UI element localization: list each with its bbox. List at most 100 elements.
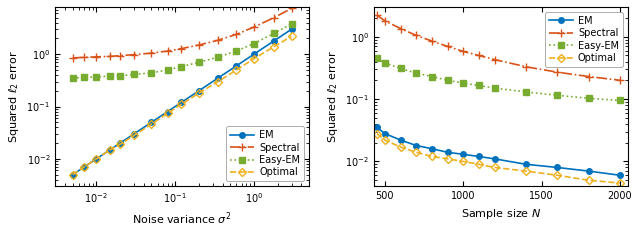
Legend: EM, Spectral, Easy-EM, Optimal: EM, Spectral, Easy-EM, Optimal <box>226 126 304 181</box>
EM <box>164 110 172 113</box>
EM <box>444 151 451 154</box>
Easy-EM <box>250 42 258 45</box>
Easy-EM <box>522 91 530 93</box>
Optimal <box>491 166 499 169</box>
Easy-EM <box>93 75 100 78</box>
Spectral <box>214 39 222 42</box>
Optimal <box>130 134 138 137</box>
Spectral <box>116 54 124 57</box>
Spectral <box>81 56 88 59</box>
Spectral <box>554 71 561 73</box>
Spectral <box>412 34 420 37</box>
Line: EM: EM <box>374 125 623 178</box>
Optimal <box>428 155 436 158</box>
Spectral <box>69 56 77 59</box>
Easy-EM <box>177 65 185 68</box>
EM <box>195 89 203 92</box>
X-axis label: Sample size $N$: Sample size $N$ <box>461 207 541 221</box>
EM <box>428 147 436 150</box>
Spectral <box>381 19 388 22</box>
Spectral <box>164 50 172 52</box>
Optimal <box>373 132 381 135</box>
Spectral <box>428 40 436 43</box>
Optimal <box>616 182 624 184</box>
EM <box>177 101 185 104</box>
Easy-EM <box>428 75 436 78</box>
Easy-EM <box>195 61 203 64</box>
Easy-EM <box>116 74 124 77</box>
Optimal <box>232 69 240 71</box>
Easy-EM <box>397 67 404 70</box>
Easy-EM <box>491 87 499 89</box>
EM <box>491 157 499 160</box>
Spectral <box>475 54 483 57</box>
Optimal <box>93 157 100 160</box>
Easy-EM <box>287 22 295 25</box>
Spectral <box>148 52 156 55</box>
EM <box>232 64 240 67</box>
Optimal <box>475 163 483 166</box>
Optimal <box>250 57 258 60</box>
Easy-EM <box>585 97 593 100</box>
Spectral <box>397 27 404 30</box>
Line: Optimal: Optimal <box>70 33 294 177</box>
Spectral <box>585 75 593 78</box>
Legend: EM, Spectral, Easy-EM, Optimal: EM, Spectral, Easy-EM, Optimal <box>545 12 623 67</box>
EM <box>106 148 114 151</box>
X-axis label: Noise variance $\sigma^2$: Noise variance $\sigma^2$ <box>132 210 232 227</box>
Optimal <box>148 123 156 126</box>
Line: Easy-EM: Easy-EM <box>374 55 623 103</box>
Spectral <box>177 47 185 50</box>
Line: Easy-EM: Easy-EM <box>70 21 294 81</box>
Easy-EM <box>460 82 467 84</box>
Optimal <box>69 173 77 176</box>
Line: Optimal: Optimal <box>374 131 623 186</box>
Optimal <box>287 35 295 38</box>
EM <box>412 144 420 147</box>
Spectral <box>250 26 258 29</box>
Easy-EM <box>412 72 420 75</box>
Spectral <box>373 14 381 17</box>
Y-axis label: Squared $\ell_2$ error: Squared $\ell_2$ error <box>7 50 21 143</box>
EM <box>554 166 561 169</box>
Easy-EM <box>148 71 156 74</box>
Optimal <box>444 157 451 160</box>
Y-axis label: Squared $\ell_2$ error: Squared $\ell_2$ error <box>326 50 340 143</box>
Line: Spectral: Spectral <box>68 4 296 62</box>
Easy-EM <box>81 76 88 79</box>
Optimal <box>81 166 88 168</box>
Optimal <box>164 112 172 115</box>
Spectral <box>616 79 624 82</box>
EM <box>475 155 483 158</box>
EM <box>522 163 530 166</box>
Optimal <box>585 179 593 182</box>
Spectral <box>195 44 203 46</box>
Optimal <box>116 143 124 146</box>
EM <box>81 166 88 168</box>
Optimal <box>195 92 203 95</box>
Easy-EM <box>164 69 172 71</box>
Easy-EM <box>130 73 138 76</box>
Easy-EM <box>106 75 114 78</box>
Spectral <box>270 16 278 19</box>
EM <box>373 126 381 129</box>
Spectral <box>106 55 114 58</box>
EM <box>130 132 138 135</box>
Easy-EM <box>616 99 624 102</box>
Easy-EM <box>475 84 483 87</box>
Optimal <box>412 151 420 154</box>
Easy-EM <box>69 77 77 80</box>
Spectral <box>93 55 100 58</box>
Optimal <box>270 45 278 48</box>
Easy-EM <box>554 94 561 97</box>
EM <box>616 174 624 177</box>
EM <box>93 157 100 160</box>
Spectral <box>522 65 530 68</box>
EM <box>585 170 593 172</box>
EM <box>148 121 156 124</box>
Spectral <box>460 50 467 53</box>
EM <box>116 142 124 145</box>
EM <box>381 132 388 135</box>
Line: EM: EM <box>70 26 294 177</box>
EM <box>270 40 278 42</box>
